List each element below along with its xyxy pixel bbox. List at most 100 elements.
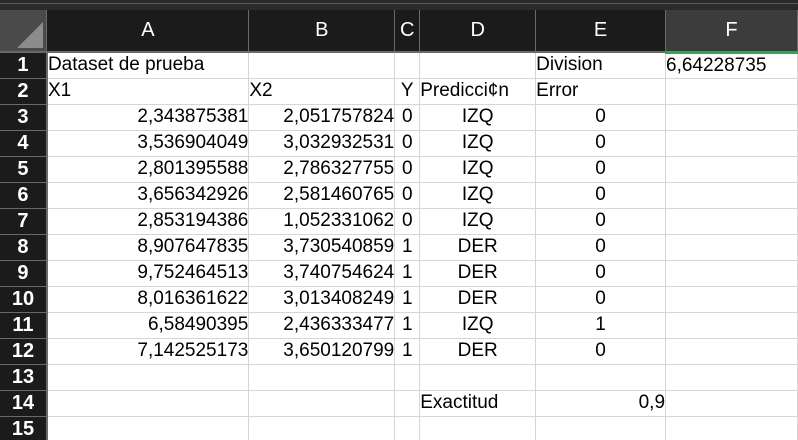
cell-d1[interactable] (419, 52, 537, 79)
cell-e4[interactable]: 0 (535, 130, 667, 157)
cell-c12[interactable]: 1 (394, 338, 421, 365)
cell-d8[interactable]: DER (419, 234, 537, 261)
cell-a7[interactable]: 2,853194386 (46, 208, 250, 235)
row-header[interactable]: 9 (0, 260, 48, 287)
cell-d3[interactable]: IZQ (419, 104, 537, 131)
cell-b4[interactable]: 3,032932531 (248, 130, 396, 157)
row-header[interactable]: 14 (0, 390, 48, 417)
cell-f3[interactable] (665, 104, 798, 131)
cell-c2[interactable]: Y (394, 78, 421, 105)
row-header[interactable]: 11 (0, 312, 48, 339)
cell-c10[interactable]: 1 (394, 286, 421, 313)
cell-a1[interactable]: Dataset de prueba (46, 52, 250, 79)
cell-c9[interactable]: 1 (394, 260, 421, 287)
cell-b12[interactable]: 3,650120799 (248, 338, 396, 365)
cell-e15[interactable] (535, 416, 667, 440)
cell-e7[interactable]: 0 (535, 208, 667, 235)
cell-e14[interactable]: 0,9 (535, 390, 667, 417)
cell-d14[interactable]: Exactitud (419, 390, 537, 417)
cell-d13[interactable] (419, 364, 537, 391)
cell-a15[interactable] (46, 416, 250, 440)
row-header[interactable]: 7 (0, 208, 48, 235)
cell-a11[interactable]: 6,58490395 (46, 312, 250, 339)
cell-a5[interactable]: 2,801395588 (46, 156, 250, 183)
column-header-a[interactable]: A (46, 10, 250, 53)
cell-f4[interactable] (665, 130, 798, 157)
cell-a9[interactable]: 9,752464513 (46, 260, 250, 287)
cell-d12[interactable]: DER (419, 338, 537, 365)
cell-a2[interactable]: X1 (46, 78, 250, 105)
cell-c8[interactable]: 1 (394, 234, 421, 261)
cell-e11[interactable]: 1 (535, 312, 667, 339)
cell-f10[interactable] (665, 286, 798, 313)
cell-d9[interactable]: DER (419, 260, 537, 287)
cell-e12[interactable]: 0 (535, 338, 667, 365)
cell-f5[interactable] (665, 156, 798, 183)
cell-b8[interactable]: 3,730540859 (248, 234, 396, 261)
cell-b9[interactable]: 3,740754624 (248, 260, 396, 287)
cell-d5[interactable]: IZQ (419, 156, 537, 183)
cell-f11[interactable] (665, 312, 798, 339)
cell-b15[interactable] (248, 416, 396, 440)
cell-c6[interactable]: 0 (394, 182, 421, 209)
cell-d6[interactable]: IZQ (419, 182, 537, 209)
column-header-e[interactable]: E (535, 10, 667, 53)
cell-a8[interactable]: 8,907647835 (46, 234, 250, 261)
row-header[interactable]: 12 (0, 338, 48, 365)
cell-a10[interactable]: 8,016361622 (46, 286, 250, 313)
cell-e6[interactable]: 0 (535, 182, 667, 209)
row-header[interactable]: 5 (0, 156, 48, 183)
cell-e13[interactable] (535, 364, 667, 391)
cell-e2[interactable]: Error (535, 78, 667, 105)
cell-e8[interactable]: 0 (535, 234, 667, 261)
row-header[interactable]: 4 (0, 130, 48, 157)
cell-a13[interactable] (46, 364, 250, 391)
cell-c7[interactable]: 0 (394, 208, 421, 235)
cell-d4[interactable]: IZQ (419, 130, 537, 157)
cell-b10[interactable]: 3,013408249 (248, 286, 396, 313)
cell-c1[interactable] (394, 52, 421, 79)
cell-c3[interactable]: 0 (394, 104, 421, 131)
row-header[interactable]: 13 (0, 364, 48, 391)
cell-b7[interactable]: 1,052331062 (248, 208, 396, 235)
cell-b5[interactable]: 2,786327755 (248, 156, 396, 183)
cell-a12[interactable]: 7,142525173 (46, 338, 250, 365)
cell-c13[interactable] (394, 364, 421, 391)
cell-f9[interactable] (665, 260, 798, 287)
cell-c5[interactable]: 0 (394, 156, 421, 183)
cell-e1[interactable]: Division (535, 52, 667, 79)
cell-c11[interactable]: 1 (394, 312, 421, 339)
cell-d11[interactable]: IZQ (419, 312, 537, 339)
cell-b14[interactable] (248, 390, 396, 417)
cell-b11[interactable]: 2,436333477 (248, 312, 396, 339)
cell-c4[interactable]: 0 (394, 130, 421, 157)
cell-d7[interactable]: IZQ (419, 208, 537, 235)
row-header[interactable]: 8 (0, 234, 48, 261)
cell-b2[interactable]: X2 (248, 78, 396, 105)
cell-f2[interactable] (665, 78, 798, 105)
row-header[interactable]: 3 (0, 104, 48, 131)
select-all-button[interactable] (0, 10, 48, 53)
cell-a4[interactable]: 3,536904049 (46, 130, 250, 157)
column-header-c[interactable]: C (394, 10, 421, 53)
cell-b3[interactable]: 2,051757824 (248, 104, 396, 131)
cell-a14[interactable] (46, 390, 250, 417)
row-header[interactable]: 6 (0, 182, 48, 209)
cell-e10[interactable]: 0 (535, 286, 667, 313)
cell-b1[interactable] (248, 52, 396, 79)
cell-d15[interactable] (419, 416, 537, 440)
row-header[interactable]: 2 (0, 78, 48, 105)
cell-a6[interactable]: 3,656342926 (46, 182, 250, 209)
cell-f7[interactable] (665, 208, 798, 235)
row-header[interactable]: 10 (0, 286, 48, 313)
row-header[interactable]: 1 (0, 52, 48, 79)
cell-f13[interactable] (665, 364, 798, 391)
cell-c14[interactable] (394, 390, 421, 417)
cell-b13[interactable] (248, 364, 396, 391)
cell-f6[interactable] (665, 182, 798, 209)
cell-e5[interactable]: 0 (535, 156, 667, 183)
cell-d10[interactable]: DER (419, 286, 537, 313)
cell-f14[interactable] (665, 390, 798, 417)
row-header[interactable]: 15 (0, 416, 48, 440)
cell-f15[interactable] (665, 416, 798, 440)
